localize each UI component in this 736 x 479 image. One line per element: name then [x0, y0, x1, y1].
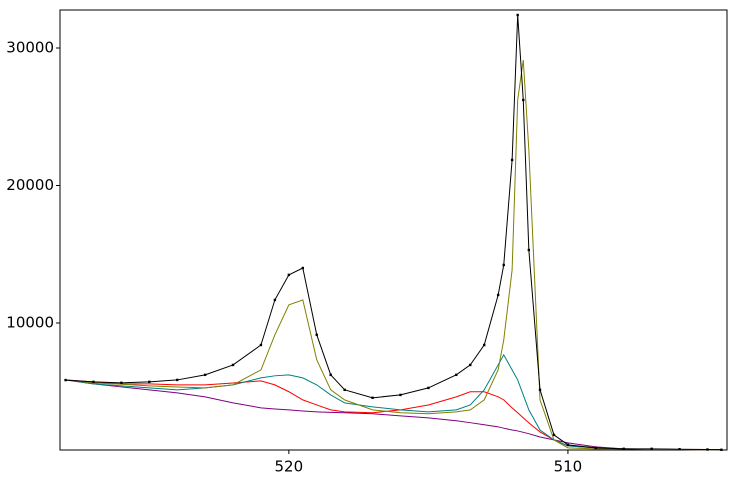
- data-point: [315, 333, 318, 337]
- y-tick-label: 20000: [6, 176, 54, 194]
- data-point: [522, 98, 525, 102]
- plot-area: [59, 9, 728, 451]
- data-point: [469, 363, 472, 367]
- data-point: [92, 380, 95, 384]
- data-point: [231, 363, 235, 367]
- data-point: [566, 443, 570, 447]
- data-point: [650, 447, 653, 451]
- data-point: [329, 373, 332, 377]
- data-point: [622, 447, 625, 451]
- data-point: [287, 273, 291, 277]
- data-point: [64, 378, 67, 382]
- data-point: [527, 248, 531, 252]
- data-point: [706, 448, 709, 451]
- data-point: [371, 396, 374, 400]
- data-point: [594, 446, 598, 450]
- series-line: [65, 379, 722, 451]
- data-point: [552, 433, 556, 437]
- data-point: [259, 343, 263, 347]
- data-point: [343, 388, 346, 392]
- data-point: [678, 448, 681, 451]
- data-point: [148, 380, 151, 384]
- series-line: [65, 59, 722, 451]
- data-point: [203, 373, 207, 377]
- data-point: [538, 388, 542, 392]
- data-point: [516, 13, 519, 17]
- data-point: [120, 381, 123, 385]
- data-point: [510, 158, 514, 162]
- data-point: [502, 263, 505, 267]
- y-tick-label: 30000: [6, 39, 54, 57]
- data-point: [455, 373, 458, 377]
- data-point: [176, 378, 179, 382]
- x-tick-label: 510: [554, 458, 583, 476]
- y-tick-label: 10000: [6, 314, 54, 332]
- data-point: [720, 448, 723, 451]
- data-point: [483, 343, 486, 347]
- data-point: [273, 298, 277, 302]
- x-tick-label: 520: [275, 458, 304, 476]
- data-point: [496, 293, 500, 297]
- data-point: [427, 386, 430, 390]
- data-point: [399, 393, 402, 397]
- data-point: [301, 266, 304, 270]
